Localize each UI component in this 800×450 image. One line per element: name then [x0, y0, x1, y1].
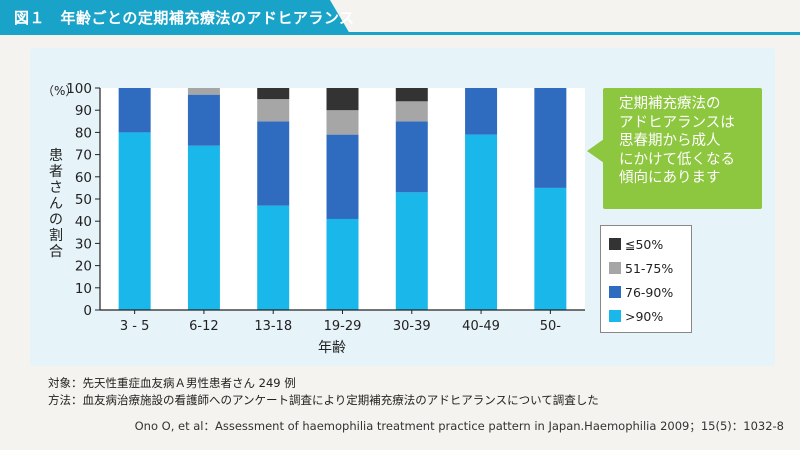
y-axis-label: 患者さんの割合	[49, 148, 63, 260]
y-tick-label: 80	[75, 125, 92, 141]
x-tick-label: 3 - 5	[120, 319, 150, 334]
legend-label: 51-75%	[625, 260, 674, 276]
bar-segment	[326, 110, 359, 135]
legend-swatch	[609, 262, 621, 274]
x-tick-label: 6-12	[189, 319, 219, 334]
bar-segment	[395, 121, 428, 193]
bar-segment	[395, 192, 428, 310]
bar-segment	[257, 88, 290, 100]
legend-label: >90%	[625, 308, 664, 324]
bar-segment	[395, 88, 428, 102]
bar-segment	[257, 99, 290, 122]
bar-segment	[257, 121, 290, 206]
bar-segment	[465, 134, 498, 310]
bar-segment	[326, 134, 359, 219]
y-tick-label: 100	[66, 81, 92, 97]
callout-line: 傾向にあります	[619, 170, 721, 186]
method-note: 方法：血友病治療施設の看護師へのアンケート調査により定期補充療法のアドヒアランス…	[48, 393, 599, 407]
subject-note: 対象：先天性重症血友病Ａ男性患者さん 249 例	[48, 376, 296, 390]
bar-segment	[395, 101, 428, 122]
y-tick-label: 10	[75, 281, 92, 297]
bars-group	[118, 88, 567, 310]
bar-segment	[187, 145, 220, 310]
bar-segment	[257, 205, 290, 310]
y-tick-label: 60	[75, 170, 92, 186]
x-tick-label: 40-49	[462, 319, 500, 334]
callout-box: 定期補充療法の アドヒアランスは 思春期から成人 にかけて低くなる 傾向にありま…	[603, 88, 762, 209]
legend-label: ≦50%	[625, 236, 664, 252]
y-tick-label: 30	[75, 236, 92, 252]
legend-item: >90%	[609, 304, 691, 328]
bar-segment	[534, 187, 567, 310]
callout-line: にかけて低くなる	[619, 151, 735, 168]
chart-notes: 対象：先天性重症血友病Ａ男性患者さん 249 例 方法：血友病治療施設の看護師へ…	[48, 375, 599, 409]
legend-item: 76-90%	[609, 280, 691, 304]
legend-item: ≦50%	[609, 232, 691, 256]
header-banner	[0, 0, 350, 34]
legend-item: 51-75%	[609, 256, 691, 280]
y-tick-label: 70	[75, 148, 92, 164]
figure-title: 図１ 年齢ごとの定期補充療法のアドヒアランス	[14, 9, 355, 27]
axes-group: 3 - 5 6-12 13-18 19-29 30-39 40-49 50- 0 10 20 30 4…	[66, 81, 585, 334]
callout-line: 思春期から成人	[619, 133, 721, 149]
header-rule	[0, 32, 800, 35]
bar-segment	[465, 88, 498, 135]
legend-swatch	[609, 286, 621, 298]
callout-line: アドヒアランスは	[619, 114, 735, 131]
y-tick-label: 20	[75, 259, 92, 275]
bar-segment	[534, 88, 567, 188]
bar-segment	[187, 88, 220, 95]
x-tick-label: 19-29	[324, 319, 362, 334]
x-axis-label: 年齢	[318, 340, 346, 356]
x-tick-label: 30-39	[393, 319, 431, 334]
x-tick-label: 13-18	[254, 319, 292, 334]
y-tick-label: 40	[75, 214, 92, 230]
legend-swatch	[609, 310, 621, 322]
bar-segment	[118, 88, 151, 133]
x-tick-label: 50-	[540, 319, 562, 334]
bar-segment	[326, 218, 359, 310]
legend-label: 76-90%	[625, 284, 674, 300]
citation: Ono O, et al：Assessment of haemophilia t…	[134, 419, 784, 433]
callout-arrow	[587, 139, 604, 163]
callout-line: 定期補充療法の	[619, 96, 721, 112]
y-unit-label: （%）	[42, 84, 77, 98]
bar-segment	[326, 88, 359, 111]
bar-segment	[187, 94, 220, 146]
bar-segment	[118, 132, 151, 310]
legend-swatch	[609, 238, 621, 250]
chart-legend: ≦50% 51-75% 76-90% >90%	[600, 225, 692, 333]
figure-header: 図１ 年齢ごとの定期補充療法のアドヒアランス	[0, 0, 800, 35]
y-tick-label: 0	[83, 303, 92, 319]
y-tick-label: 50	[75, 192, 92, 208]
y-tick-label: 90	[75, 103, 92, 119]
